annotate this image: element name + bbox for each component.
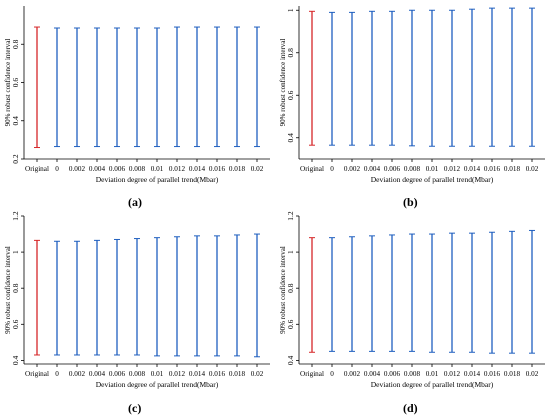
y-tick-label: 0.6 xyxy=(286,90,295,100)
y-tick-label: 0.2 xyxy=(11,154,20,164)
x-tick-label: 0.014 xyxy=(464,165,481,173)
y-tick-label: 0.4 xyxy=(286,355,295,365)
x-tick-label: 0.018 xyxy=(229,165,246,173)
y-tick-label: 1 xyxy=(11,250,20,254)
y-tick-label: 0.6 xyxy=(11,78,20,88)
x-tick-label: 0.002 xyxy=(69,370,86,378)
x-tick-label: 0.018 xyxy=(504,165,521,173)
panel-label-b: (b) xyxy=(403,195,418,209)
x-tick-label: 0.004 xyxy=(364,370,381,378)
y-tick-label: 1.2 xyxy=(286,211,295,221)
panel-label-a: (a) xyxy=(128,195,142,209)
x-tick-label: 0.002 xyxy=(344,370,361,378)
x-tick-label: 0 xyxy=(55,165,59,173)
y-tick-label: 1 xyxy=(286,250,295,254)
chart-panel-c: 0.4 0.6 0.8 1 1.2 90% robust confidence inter… xyxy=(0,210,275,400)
x-axis-label: Deviation degree of parallel trend(Mbar) xyxy=(371,175,494,184)
x-axis-label: Deviation degree of parallel trend(Mbar) xyxy=(371,380,494,389)
x-tick-label: 0.006 xyxy=(109,370,126,378)
x-tick-label: 0.008 xyxy=(129,370,146,378)
x-tick-label: 0.008 xyxy=(129,165,146,173)
chart-svg-d: 0.4 0.6 0.8 1 1.2 90% robust confidence inter… xyxy=(279,211,545,389)
x-tick-label: 0.012 xyxy=(169,165,186,173)
x-tick-label: Original xyxy=(300,370,324,378)
y-tick-label: 0.8 xyxy=(11,283,20,293)
panel-label-c: (c) xyxy=(128,401,142,415)
x-tick-label: Original xyxy=(25,165,49,173)
y-tick-label: 1.2 xyxy=(11,211,20,221)
x-tick-label: 0.02 xyxy=(251,165,264,173)
chart-panel-b: 0.4 0.6 0.8 1 90% robust confidence interval… xyxy=(275,0,550,195)
x-tick-label: 0.014 xyxy=(189,370,206,378)
y-tick-label: 0.4 xyxy=(286,133,295,143)
x-tick-label: 0.004 xyxy=(364,165,381,173)
y-tick-label: 1 xyxy=(286,8,295,12)
x-tick-label: 0.004 xyxy=(89,165,106,173)
y-tick-label: 0.8 xyxy=(286,283,295,293)
x-tick-label: 0.012 xyxy=(169,370,186,378)
x-tick-label: 0.002 xyxy=(69,165,86,173)
x-tick-label: 0.016 xyxy=(484,370,501,378)
x-axis-label: Deviation degree of parallel trend(Mbar) xyxy=(96,175,219,184)
chart-svg-a: 0.2 0.4 0.6 0.890% robust confidence interv… xyxy=(4,6,270,184)
x-tick-label: 0.012 xyxy=(444,370,461,378)
chart-panel-d: 0.4 0.6 0.8 1 1.2 90% robust confidence inter… xyxy=(275,210,550,400)
y-tick-label: 0.6 xyxy=(11,319,20,329)
x-tick-label: 0.018 xyxy=(504,370,521,378)
y-axis-label: 90% robust confidence interval xyxy=(279,246,287,334)
x-tick-label: 0.016 xyxy=(484,165,501,173)
y-tick-label: 0.6 xyxy=(286,319,295,329)
x-tick-label: 0.006 xyxy=(109,165,126,173)
x-tick-label: 0.008 xyxy=(404,165,421,173)
x-tick-label: Original xyxy=(300,165,324,173)
y-tick-label: 0.4 xyxy=(11,355,20,365)
y-axis-label: 90% robust confidence interval xyxy=(4,39,12,127)
chart-svg-b: 0.4 0.6 0.8 1 90% robust confidence interval… xyxy=(279,6,545,184)
y-tick-label: 0.8 xyxy=(11,39,20,49)
x-tick-label: 0.008 xyxy=(404,370,421,378)
x-tick-label: 0.01 xyxy=(426,370,439,378)
x-tick-label: 0.02 xyxy=(526,165,539,173)
x-axis-label: Deviation degree of parallel trend(Mbar) xyxy=(96,380,219,389)
y-tick-label: 0.8 xyxy=(286,48,295,58)
x-tick-label: 0.012 xyxy=(444,165,461,173)
x-tick-label: 0.004 xyxy=(89,370,106,378)
x-tick-label: 0 xyxy=(330,370,334,378)
x-tick-label: 0.02 xyxy=(251,370,264,378)
x-tick-label: 0.01 xyxy=(426,165,439,173)
chart-panel-a: 0.2 0.4 0.6 0.8 90% robust confidence interv… xyxy=(0,0,275,195)
x-tick-label: Original xyxy=(25,370,49,378)
x-tick-label: 0.002 xyxy=(344,165,361,173)
chart-svg-c: 0.4 0.6 0.8 1 1.2 90% robust confidence inter… xyxy=(4,211,270,389)
x-tick-label: 0.01 xyxy=(151,370,164,378)
x-tick-label: 0.016 xyxy=(209,370,226,378)
x-tick-label: 0 xyxy=(330,165,334,173)
x-tick-label: 0.014 xyxy=(464,370,481,378)
x-tick-label: 0 xyxy=(55,370,59,378)
y-axis-label: 90% robust confidence interval xyxy=(4,246,12,334)
x-tick-label: 0.018 xyxy=(229,370,246,378)
x-tick-label: 0.016 xyxy=(209,165,226,173)
y-tick-label: 0.4 xyxy=(11,116,20,126)
panel-label-d: (d) xyxy=(403,401,418,415)
x-tick-label: 0.014 xyxy=(189,165,206,173)
y-axis-label: 90% robust confidence interval xyxy=(279,39,287,127)
x-tick-label: 0.01 xyxy=(151,165,164,173)
x-tick-label: 0.006 xyxy=(384,370,401,378)
x-tick-label: 0.006 xyxy=(384,165,401,173)
x-tick-label: 0.02 xyxy=(526,370,539,378)
